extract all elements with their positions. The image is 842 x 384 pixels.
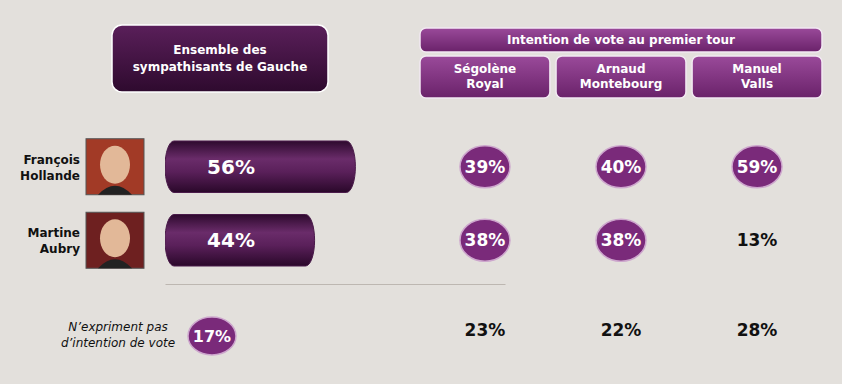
photo xyxy=(86,212,144,268)
cell: 40% xyxy=(601,157,642,177)
row-label: François Hollande xyxy=(20,153,80,183)
row-label-line: Martine xyxy=(28,226,81,240)
chart: Ensemble des sympathisants de Gauche Inten… xyxy=(0,0,842,384)
highlight xyxy=(460,146,510,188)
cell: 59% xyxy=(737,157,778,177)
column-header: ManuelValls xyxy=(732,62,781,91)
header-box xyxy=(420,28,822,52)
column-header-line: Royal xyxy=(466,77,504,91)
cell: 23% xyxy=(465,320,506,340)
row-label-line: Hollande xyxy=(20,169,80,183)
cell: 13% xyxy=(737,230,778,250)
title-line: Ensemble des xyxy=(173,43,266,57)
data-label: 44% xyxy=(207,228,255,252)
photo-frame xyxy=(86,212,144,268)
row-label-line: Aubry xyxy=(40,242,80,256)
cell: 22% xyxy=(601,320,642,340)
cell: 17% xyxy=(193,327,231,346)
row-label-line: François xyxy=(23,153,80,167)
column-box xyxy=(556,56,686,98)
column-header-line: Arnaud xyxy=(597,62,646,76)
photo-frame xyxy=(86,139,144,195)
cell: 38% xyxy=(465,230,506,250)
row-label: N’expriment pas d’intention de vote xyxy=(61,320,175,350)
highlight xyxy=(596,219,646,261)
bar xyxy=(165,215,315,266)
photo-face xyxy=(100,146,130,184)
background xyxy=(0,0,842,384)
column-box xyxy=(692,56,822,98)
cell: 39% xyxy=(465,157,506,177)
column-header-line: Valls xyxy=(741,77,773,91)
column-box xyxy=(420,56,550,98)
photo-face xyxy=(100,219,130,257)
title: Ensemble des sympathisants de Gauche xyxy=(133,43,308,74)
title-box xyxy=(112,25,328,92)
data-label: 56% xyxy=(207,155,255,179)
highlight xyxy=(732,146,782,188)
axis-line xyxy=(166,284,506,285)
row-label-line: d’intention de vote xyxy=(61,336,175,350)
highlight xyxy=(460,219,510,261)
highlight xyxy=(188,317,236,355)
bars xyxy=(165,141,355,266)
row-label: Martine Aubry xyxy=(28,226,81,256)
x-axis xyxy=(166,284,506,285)
row-label-line: N’expriment pas xyxy=(68,320,168,334)
column-header: SégolèneRoyal xyxy=(454,62,517,91)
photo-body xyxy=(98,259,132,268)
title-line: sympathisants de Gauche xyxy=(133,60,308,74)
highlight xyxy=(596,146,646,188)
table-title: Intention de vote au premier tour xyxy=(507,33,735,47)
bar xyxy=(165,141,355,192)
column-header: ArnaudMontebourg xyxy=(580,62,663,91)
column-header-line: Ségolène xyxy=(454,62,517,76)
column-header-line: Manuel xyxy=(732,62,781,76)
cell: 38% xyxy=(601,230,642,250)
column-header-line: Montebourg xyxy=(580,77,663,91)
cell: 28% xyxy=(737,320,778,340)
photo-body xyxy=(98,186,132,195)
photo xyxy=(86,139,144,195)
